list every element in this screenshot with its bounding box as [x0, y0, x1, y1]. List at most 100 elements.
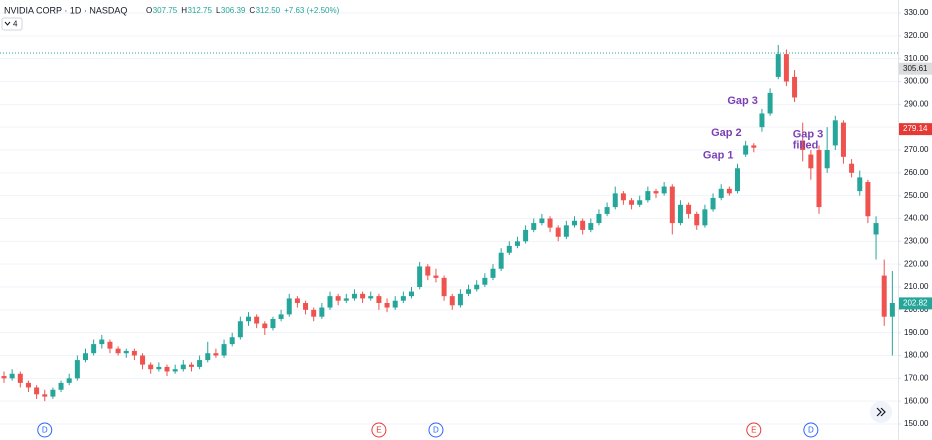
- candle-body: [343, 298, 349, 301]
- candle-body: [319, 307, 325, 317]
- y-tick-label: 160.00: [904, 396, 929, 405]
- candle-body: [865, 181, 871, 217]
- event-marker: [37, 422, 53, 438]
- ohlc-value: 312.50: [256, 6, 281, 15]
- candle-body: [547, 218, 553, 228]
- candle-body: [294, 298, 300, 303]
- candle-body: [417, 266, 423, 287]
- price-label: 279.14: [903, 124, 928, 133]
- annotation-line: filled: [793, 140, 819, 152]
- candle-body: [620, 193, 626, 201]
- candle-body: [889, 302, 895, 317]
- candle-body: [800, 140, 806, 150]
- candle-body: [148, 364, 154, 370]
- candle-body: [539, 218, 545, 224]
- y-tick-label: 230.00: [904, 236, 929, 245]
- price-label-box: [899, 123, 932, 136]
- candle-body: [686, 204, 692, 214]
- event-label: E: [751, 426, 756, 435]
- candle-body: [857, 177, 863, 192]
- candle-body: [107, 341, 113, 349]
- candle-body: [1, 376, 7, 379]
- ohlc-legend: O 307.75 H 312.75 L 306.39 C 312.50 +7.63 (+2.50…: [146, 6, 340, 15]
- candle-body: [311, 309, 317, 317]
- candle-body: [115, 348, 121, 354]
- candle-body: [213, 353, 219, 356]
- candle-body: [188, 364, 194, 367]
- ohlc-key: O: [146, 6, 152, 15]
- candle-body: [482, 277, 488, 285]
- y-tick-label: 270.00: [904, 145, 929, 154]
- candle-body: [783, 54, 789, 82]
- candle-body: [433, 275, 439, 278]
- candle-body: [99, 339, 105, 345]
- candle-body: [409, 291, 414, 297]
- y-tick-label: 150.00: [904, 419, 929, 428]
- ohlc-value: 307.75: [153, 6, 178, 15]
- y-tick-label: 310.00: [904, 54, 929, 63]
- candle-body: [123, 350, 129, 354]
- y-tick-label: 300.00: [904, 77, 929, 86]
- candle-body: [351, 293, 357, 299]
- candle-body: [66, 378, 72, 383]
- candle-body: [303, 302, 309, 310]
- y-tick-label: 200.00: [904, 305, 929, 314]
- candle-body: [572, 220, 577, 226]
- candle-body: [392, 300, 398, 308]
- candle-body: [588, 223, 594, 230]
- candle-body: [604, 207, 610, 214]
- annotation: Gap 1: [703, 150, 734, 162]
- candle-body: [506, 245, 512, 253]
- candle-body: [816, 150, 822, 208]
- annotation: Gap 3: [727, 95, 758, 107]
- candle-body: [197, 360, 203, 367]
- price-label-box: [899, 62, 932, 75]
- ohlc-key: L: [216, 6, 221, 15]
- event-label: D: [808, 426, 814, 435]
- candle-body: [457, 293, 463, 306]
- candle-body: [629, 200, 635, 205]
- candle-body: [50, 389, 56, 397]
- ohlc-value: 306.39: [221, 6, 246, 15]
- indicator-count: 4: [13, 20, 18, 29]
- candle-body: [278, 314, 284, 319]
- candle-body: [531, 223, 537, 230]
- candle-body: [726, 188, 732, 194]
- candle-body: [246, 316, 251, 322]
- candle-body: [400, 296, 406, 301]
- candle-body: [832, 120, 838, 146]
- candle-body: [498, 252, 504, 269]
- candle-body: [653, 191, 659, 194]
- price-label: 202.82: [903, 299, 928, 308]
- annotation-line: Gap 3: [793, 129, 824, 141]
- candle-body: [140, 355, 146, 365]
- event-marker: [746, 422, 762, 438]
- candle-body: [254, 316, 260, 324]
- event-label: D: [433, 426, 439, 435]
- symbol: NVIDIA CORP · 1D · NASDAQ: [4, 5, 127, 15]
- event-label: D: [42, 426, 48, 435]
- candle-body: [580, 220, 586, 230]
- candle-body: [25, 382, 31, 388]
- annotation: Gap 3 filled: [793, 129, 824, 152]
- candle-body: [449, 296, 455, 306]
- candle-body: [751, 145, 757, 148]
- candle-body: [840, 122, 846, 157]
- candle-body: [384, 302, 390, 308]
- candle-body: [849, 163, 855, 173]
- candle-body: [523, 229, 529, 242]
- indicator-toggle[interactable]: 4: [1, 17, 23, 31]
- candle-body: [490, 268, 496, 278]
- candle-body: [441, 277, 447, 297]
- candle-body: [335, 296, 341, 301]
- candle-body: [718, 188, 724, 198]
- ohlc-value: 312.75: [187, 6, 212, 15]
- candle-body: [376, 296, 382, 303]
- scroll-to-latest[interactable]: [870, 401, 892, 423]
- y-tick-label: 290.00: [904, 99, 929, 108]
- y-tick-label: 190.00: [904, 328, 929, 337]
